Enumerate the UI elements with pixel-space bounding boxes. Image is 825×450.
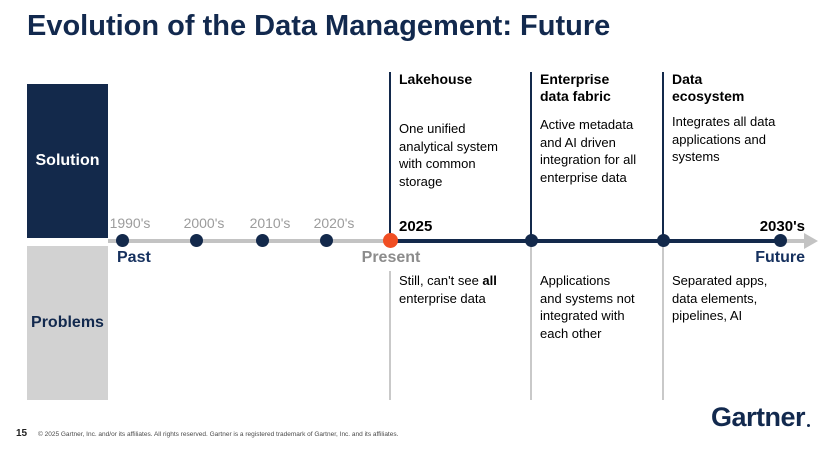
timeline-dot-2000s (190, 234, 203, 247)
timeline-dot-data-fabric (525, 234, 538, 247)
timeline-future-segment (391, 239, 781, 243)
problem-divider-2 (530, 246, 532, 400)
gartner-logo: Gartner (711, 402, 811, 433)
timeline-dot-ecosystem (657, 234, 670, 247)
column-title-data-fabric: Enterprise data fabric (540, 71, 611, 104)
year-label-2025: 2025 (399, 218, 433, 235)
decade-label-2010s: 2010's (249, 215, 291, 231)
registered-trademark-dot (807, 424, 811, 427)
timeline-dot-1990s (116, 234, 129, 247)
column-solution-ecosystem: Integrates all data applications and sys… (672, 114, 776, 164)
column-title-ecosystem: Data ecosystem (672, 71, 745, 104)
timeline-dot-2025-current (383, 233, 398, 248)
problems-row-box: Problems (27, 246, 108, 400)
problem-divider-1 (389, 271, 391, 400)
page-number: 15 (16, 428, 28, 439)
problems-row-label: Problems (31, 314, 104, 331)
timeline-past-segment (108, 239, 391, 243)
year-label-2030s: 2030's (759, 218, 805, 235)
timeline-dot-2030s (774, 234, 787, 247)
timeline-dot-2010s (256, 234, 269, 247)
column-problem-data-fabric: Applications and systems not integrated … (540, 273, 635, 341)
present-label: Present (361, 249, 421, 266)
future-label: Future (755, 249, 805, 266)
column-problem-lakehouse: Still, can't see all enterprise data (399, 273, 497, 306)
timeline-arrowhead-icon (804, 233, 818, 249)
timeline-tail-segment (781, 239, 805, 243)
column-solution-data-fabric: Active metadata and AI driven integratio… (540, 117, 637, 185)
copyright-text: © 2025 Gartner, Inc. and/or its affiliat… (38, 431, 399, 438)
timeline-dot-2020s (320, 234, 333, 247)
column-divider-data-fabric (530, 72, 532, 240)
column-title-lakehouse: Lakehouse (399, 71, 473, 87)
column-problem-ecosystem: Separated apps, data elements, pipelines… (672, 273, 768, 323)
emphasized-word: all (482, 273, 497, 288)
past-label: Past (117, 249, 151, 266)
solution-row-label: Solution (35, 152, 100, 169)
decade-label-2000s: 2000's (183, 215, 225, 231)
column-divider-ecosystem (662, 72, 664, 240)
column-divider-lakehouse (389, 72, 391, 240)
decade-label-1990s: 1990's (109, 215, 151, 231)
column-solution-lakehouse: One unified analytical system with commo… (399, 121, 498, 189)
solution-row-box: Solution (27, 84, 108, 238)
decade-label-2020s: 2020's (313, 215, 355, 231)
problem-divider-3 (662, 246, 664, 400)
page-title: Evolution of the Data Management: Future (27, 10, 611, 42)
